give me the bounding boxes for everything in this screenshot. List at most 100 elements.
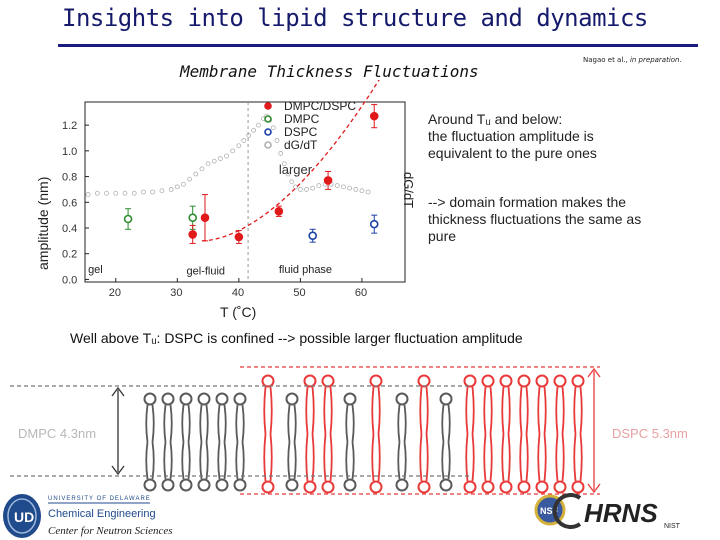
lipid-tail [311, 386, 315, 435]
lipid-tail [419, 433, 423, 482]
arrow-head [587, 367, 601, 378]
lipid-tail [507, 433, 511, 482]
lipid-tail [169, 404, 173, 443]
lipid-tail [269, 386, 273, 435]
legend-label: DMPC [284, 112, 320, 126]
lipid-head [553, 480, 567, 494]
lipid-tail [579, 433, 583, 482]
lipid-head [303, 374, 317, 388]
lipid-head [395, 478, 409, 492]
lipid-tail [471, 386, 475, 435]
lipid-tail [397, 441, 401, 480]
lipid-tail [305, 386, 309, 435]
y2-axis-label: dG/dT [401, 172, 416, 208]
lipid-tail [519, 433, 523, 482]
dgdt-point [205, 161, 211, 167]
dgdt-point [359, 188, 365, 194]
lipid-tail [371, 433, 375, 482]
footer-label: Center for Neutron Sciences [48, 525, 173, 537]
lipid-tail [241, 404, 245, 443]
lipid-head [143, 392, 157, 406]
chrns-logo: NSF HRNS NIST [534, 493, 681, 530]
lipid-tail [483, 386, 487, 435]
legend-label: dG/dT [284, 138, 318, 152]
title-divider [58, 44, 698, 47]
lipid-tail [543, 386, 547, 435]
lipid-tail [305, 433, 309, 482]
dgdt-point [193, 171, 199, 177]
lipid-tail [199, 404, 203, 443]
dgdt-point [159, 188, 165, 194]
lipid-tail [377, 386, 381, 435]
legend-label: DSPC [284, 125, 318, 139]
lipid-tail [351, 404, 355, 443]
lipid-head [215, 392, 229, 406]
y-tick-label: 0.0 [62, 274, 77, 286]
x-tick-label: 50 [293, 287, 305, 299]
lipid-tail [525, 386, 529, 435]
lipid-head [553, 374, 567, 388]
lipid-head [215, 478, 229, 492]
arrow-head [111, 465, 125, 476]
lipid-tail [181, 404, 185, 443]
lipid-tail [489, 433, 493, 482]
annotation-larger: larger [279, 162, 313, 177]
nist-text: NIST [664, 523, 681, 530]
lipid-tail [345, 441, 349, 480]
dgdt-point [274, 138, 280, 143]
dgdt-point [310, 185, 316, 191]
legend-label: DMPC/DSPC [284, 99, 356, 113]
dgdt-point [278, 151, 284, 156]
lipid-tail [151, 441, 155, 480]
lipid-tail [151, 404, 155, 443]
lipid-tail [329, 386, 333, 435]
lipid-tail [241, 441, 245, 480]
y-tick-label: 1.2 [62, 120, 77, 132]
lipid-tail [223, 404, 227, 443]
data-point-dmpcdspc [200, 213, 210, 223]
lipid-head [463, 480, 477, 494]
x-tick-label: 60 [355, 287, 367, 299]
lipid-head [303, 480, 317, 494]
dgdt-point [131, 190, 137, 196]
dgdt-point [365, 189, 371, 195]
lipid-tail [403, 441, 407, 480]
y-tick-label: 0.8 [62, 172, 77, 184]
lipid-tail [555, 433, 559, 482]
region-label: fluid phase [279, 264, 332, 276]
lipid-tail [323, 433, 327, 482]
lipid-head [417, 480, 431, 494]
lipid-tail [537, 386, 541, 435]
lipid-head [161, 478, 175, 492]
side-text-line: the fluctuation amplitude is [428, 128, 594, 144]
x-tick-label: 30 [170, 287, 182, 299]
lipid-tail [145, 404, 149, 443]
ud-university-name: UNIVERSITY OF DELAWARE [48, 496, 151, 502]
lipid-head [321, 374, 335, 388]
side-text-line: Around Tᵤ and below: [428, 111, 563, 127]
y-tick-label: 0.6 [62, 197, 77, 209]
lipid-tail [217, 404, 221, 443]
lipid-head [517, 480, 531, 494]
lipid-tail [483, 433, 487, 482]
lipid-head [161, 392, 175, 406]
lipid-tail [187, 441, 191, 480]
y-tick-label: 1.0 [62, 146, 77, 158]
data-point-dspc [308, 231, 317, 241]
data-point-dmpcdspc [274, 206, 284, 216]
dgdt-point [251, 127, 257, 133]
dgdt-point [224, 153, 229, 159]
lipid-head [179, 478, 193, 492]
dgdt-point [236, 143, 242, 149]
lipid-head [197, 478, 211, 492]
legend-marker [264, 128, 272, 136]
lipid-tail [441, 441, 445, 480]
dgdt-point [270, 125, 276, 131]
lipid-head [143, 478, 157, 492]
lipid-head [197, 392, 211, 406]
lipid-tail [471, 433, 475, 482]
slide-subtitle: Membrane Thickness Fluctuations [180, 62, 479, 81]
side-text-block-1: Around Tᵤ and below: the fluctuation amp… [428, 111, 706, 162]
lipid-tail [403, 404, 407, 443]
lipid-tail [293, 441, 297, 480]
